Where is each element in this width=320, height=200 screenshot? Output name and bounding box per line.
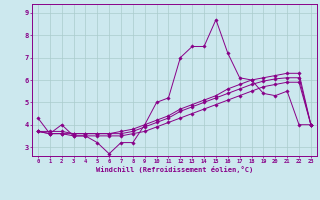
X-axis label: Windchill (Refroidissement éolien,°C): Windchill (Refroidissement éolien,°C) (96, 166, 253, 173)
